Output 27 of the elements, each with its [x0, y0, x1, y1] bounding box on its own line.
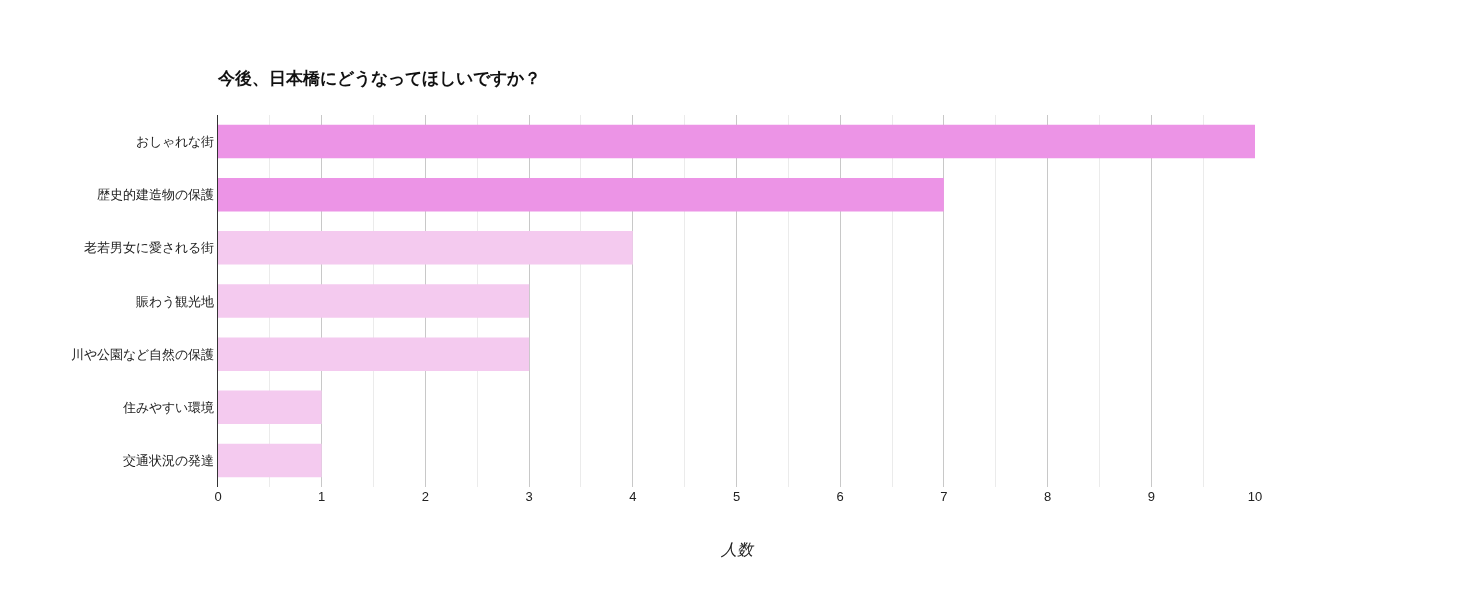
bar	[218, 177, 944, 212]
x-tick-label: 4	[629, 489, 637, 504]
y-tick-label: 交通状況の発達	[123, 452, 215, 468]
bar	[218, 443, 322, 478]
x-tick-label: 3	[525, 489, 533, 504]
x-tick-label: 1	[318, 489, 326, 504]
y-tick-label: 老若男女に愛される街	[84, 240, 215, 256]
bar	[218, 284, 530, 318]
y-tick-label: 歴史的建造物の保護	[97, 187, 215, 203]
chart-title: 今後、日本橋にどうなってほしいですか？	[217, 68, 541, 88]
x-axis-title: 人数	[719, 540, 755, 558]
x-tick-label: 8	[1043, 489, 1052, 504]
bar	[218, 337, 530, 371]
x-tick-label: 2	[421, 489, 430, 504]
y-tick-label: おしゃれな街	[136, 134, 215, 150]
x-tick-label: 7	[940, 489, 948, 504]
y-tick-label: 賑わう観光地	[136, 293, 215, 309]
y-tick-label: 住みやすい環境	[122, 399, 215, 415]
x-tick-label: 0	[214, 489, 222, 504]
bar	[218, 124, 1255, 159]
bar	[218, 231, 633, 265]
y-tick-label: 川や公園など自然の保護	[71, 346, 215, 362]
bar	[218, 390, 322, 425]
x-tick-label: 10	[1247, 489, 1263, 504]
x-tick-label: 9	[1147, 489, 1155, 504]
x-tick-label: 6	[836, 489, 844, 504]
x-tick-label: 5	[732, 489, 741, 504]
